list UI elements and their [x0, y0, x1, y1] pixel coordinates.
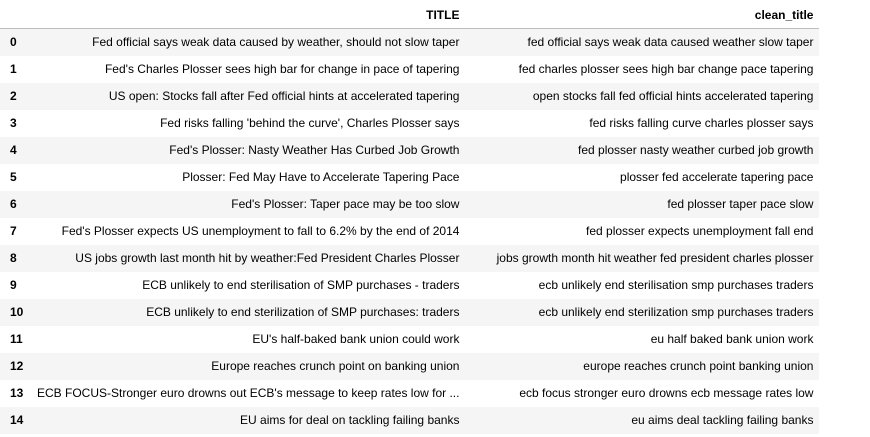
clean-title-cell: fed plosser nasty weather curbed job gro… — [578, 143, 814, 157]
title-cell: ECB FOCUS-Stronger euro drowns out ECB's… — [37, 386, 460, 400]
table-row: 6 Fed's Plosser: Taper pace may be too s… — [0, 190, 820, 218]
table-row: 5 Plosser: Fed May Have to Accelerate Ta… — [0, 164, 819, 191]
clean-title-cell: ecb focus stronger euro drowns ecb messa… — [519, 386, 814, 400]
row-index: 4 — [10, 143, 17, 157]
header-row: TITLE clean_title — [0, 2, 820, 29]
table-body: 0 Fed official says weak data caused by … — [0, 28, 820, 434]
title-cell: US open: Stocks fall after Fed official … — [108, 89, 460, 103]
title-cell: Fed risks falling 'behind the curve', Ch… — [160, 116, 460, 130]
table-row: 9 ECB unlikely to end sterilisation of S… — [0, 272, 819, 299]
table-row: 4 Fed's Plosser: Nasty Weather Has Curbe… — [0, 136, 820, 164]
row-index: 9 — [10, 278, 17, 292]
table-row: 1 Fed's Charles Plosser sees high bar fo… — [0, 56, 819, 83]
row-index: 13 — [10, 386, 24, 400]
clean-title-cell: open stocks fall fed official hints acce… — [532, 89, 814, 103]
table-row: 2 US open: Stocks fall after Fed officia… — [0, 82, 820, 110]
title-cell: ECB unlikely to end sterilisation of SMP… — [142, 278, 460, 292]
dataframe-table: TITLE clean_title 0 Fed official says we… — [0, 2, 820, 434]
table-row: 3 Fed risks falling 'behind the curve', … — [0, 110, 819, 137]
row-index: 0 — [10, 35, 17, 50]
table-row: 11 EU's half-baked bank union could work… — [0, 326, 819, 353]
title-column-header: TITLE — [31, 2, 466, 29]
title-cell: EU's half-baked bank union could work — [252, 332, 460, 346]
row-index: 5 — [10, 170, 17, 184]
clean-title-column-header: clean_title — [465, 2, 820, 29]
table-row: 12 Europe reaches crunch point on bankin… — [0, 352, 820, 380]
title-cell: Fed's Plosser: Nasty Weather Has Curbed … — [169, 143, 460, 157]
title-cell: Fed's Plosser: Taper pace may be too slo… — [231, 197, 460, 211]
table-row: 8 US jobs growth last month hit by weath… — [0, 244, 820, 272]
table-row: 14 EU aims for deal on tackling failing … — [0, 406, 820, 434]
title-cell: US jobs growth last month hit by weather… — [75, 251, 460, 265]
title-cell: EU aims for deal on tackling failing ban… — [240, 413, 460, 427]
row-index: 1 — [10, 62, 17, 76]
row-index: 2 — [10, 89, 17, 103]
clean-title-cell: ecb unlikely end sterilisation smp purch… — [538, 278, 814, 292]
row-index: 7 — [10, 224, 17, 238]
clean-title-cell: fed plosser taper pace slow — [667, 197, 814, 211]
clean-title-cell: fed charles plosser sees high bar change… — [518, 62, 814, 76]
row-index: 8 — [10, 251, 17, 265]
title-cell: Europe reaches crunch point on banking u… — [211, 359, 460, 373]
clean-title-cell: eu half baked bank union work — [650, 332, 814, 346]
index-column-header — [0, 2, 31, 29]
table-header: TITLE clean_title — [0, 2, 820, 29]
clean-title-cell: europe reaches crunch point banking unio… — [583, 359, 814, 373]
row-index: 14 — [10, 413, 24, 427]
clean-title-cell: fed plosser expects unemployment fall en… — [586, 224, 814, 238]
clean-title-cell: plosser fed accelerate tapering pace — [620, 170, 814, 184]
row-index: 10 — [10, 305, 24, 319]
clean-title-cell: fed risks falling curve charles plosser … — [589, 116, 814, 130]
table-row: 7 Fed's Plosser expects US unemployment … — [0, 218, 819, 245]
table-row: 0 Fed official says weak data caused by … — [0, 28, 820, 56]
clean-title-cell: ecb unlikely end sterilization smp purch… — [538, 305, 814, 319]
clean-title-cell: fed official says weak data caused weath… — [527, 35, 814, 50]
title-cell: Fed official says weak data caused by we… — [92, 35, 460, 50]
table-row: 13 ECB FOCUS-Stronger euro drowns out EC… — [0, 380, 819, 407]
row-index: 6 — [10, 197, 17, 211]
clean-title-cell: eu aims deal tackling failing banks — [631, 413, 814, 427]
row-index: 11 — [10, 332, 23, 346]
title-cell: Fed's Plosser expects US unemployment to… — [61, 224, 460, 238]
title-cell: Fed's Charles Plosser sees high bar for … — [104, 62, 460, 76]
table-row: 10 ECB unlikely to end sterilization of … — [0, 298, 820, 326]
clean-title-cell: jobs growth month hit weather fed presid… — [496, 251, 814, 265]
row-index: 12 — [10, 359, 24, 373]
title-cell: Plosser: Fed May Have to Accelerate Tape… — [182, 170, 460, 184]
row-index: 3 — [10, 116, 17, 130]
title-cell: ECB unlikely to end sterilization of SMP… — [146, 305, 460, 319]
